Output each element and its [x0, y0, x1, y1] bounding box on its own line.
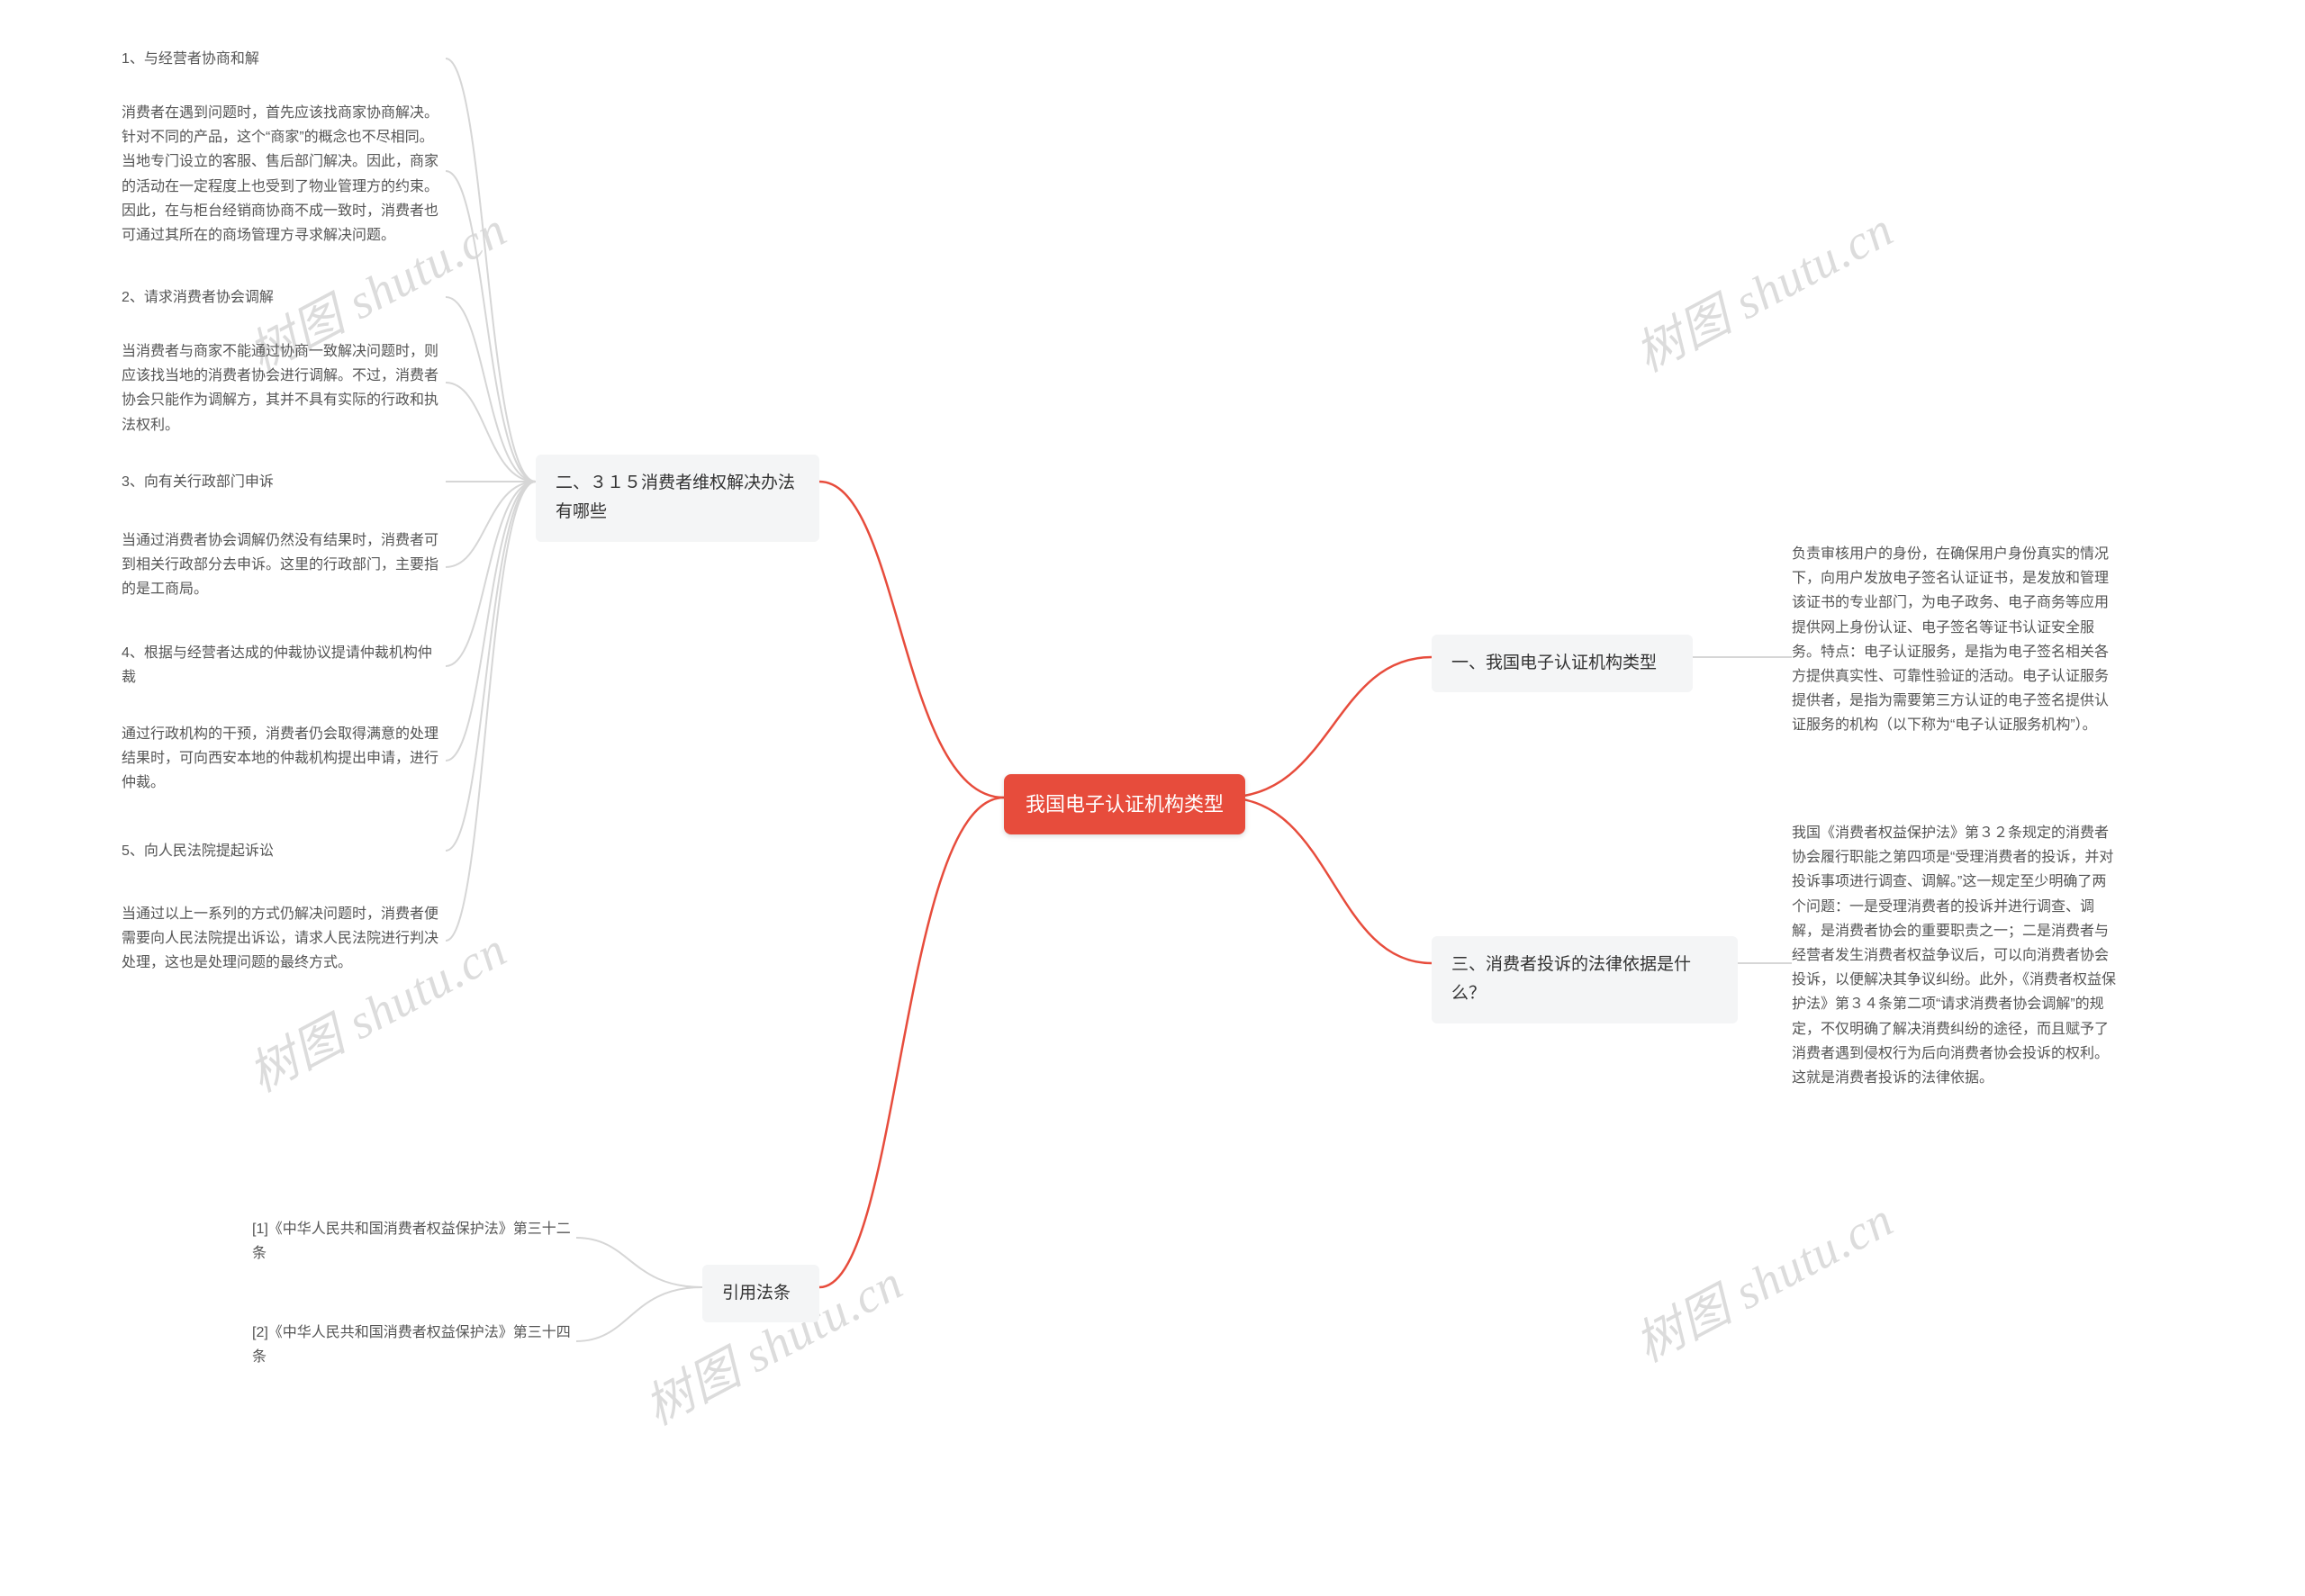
center-node[interactable]: 我国电子认证机构类型 — [1004, 774, 1245, 834]
leaf-l1d: 当消费者与商家不能通过协商一致解决问题时，则应该找当地的消费者协会进行调解。不过… — [122, 338, 446, 439]
leaf-l1j: 当通过以上一系列的方式仍解决问题时，消费者便需要向人民法院提出诉讼，请求人民法院… — [122, 900, 446, 978]
leaf-l1c: 2、请求消费者协会调解 — [122, 284, 446, 311]
leaf-l1g: 4、根据与经营者达成的仲裁协议提请仲裁机构仲裁 — [122, 639, 446, 691]
leaf-l1b: 消费者在遇到问题时，首先应该找商家协商解决。针对不同的产品，这个“商家”的概念也… — [122, 99, 446, 249]
leaf-r2a: 我国《消费者权益保护法》第３２条规定的消费者协会履行职能之第四项是“受理消费者的… — [1792, 819, 2116, 1092]
branch-r2[interactable]: 三、消费者投诉的法律依据是什么？ — [1432, 936, 1738, 1023]
watermark: 树图 shutu.cn — [1621, 1180, 1903, 1375]
leaf-l1h: 通过行政机构的干预，消费者仍会取得满意的处理结果时，可向西安本地的仲裁机构提出申… — [122, 720, 446, 798]
branch-r1[interactable]: 一、我国电子认证机构类型 — [1432, 635, 1693, 692]
leaf-l1a: 1、与经营者协商和解 — [122, 45, 446, 73]
leaf-l1i: 5、向人民法院提起诉讼 — [122, 837, 446, 865]
leaf-l1f: 当通过消费者协会调解仍然没有结果时，消费者可到相关行政部分去申诉。这里的行政部门… — [122, 527, 446, 604]
leaf-l1e: 3、向有关行政部门申诉 — [122, 468, 446, 496]
leaf-l2a: [1]《中华人民共和国消费者权益保护法》第三十二条 — [252, 1215, 576, 1267]
leaf-l2b: [2]《中华人民共和国消费者权益保护法》第三十四条 — [252, 1319, 576, 1371]
branch-l1[interactable]: 二、３１５消费者维权解决办法有哪些 — [536, 455, 819, 542]
leaf-r1a: 负责审核用户的身份，在确保用户身份真实的情况下，向用户发放电子签名认证证书，是发… — [1792, 540, 2116, 740]
branch-l2[interactable]: 引用法条 — [702, 1265, 819, 1322]
watermark: 树图 shutu.cn — [1621, 190, 1903, 385]
